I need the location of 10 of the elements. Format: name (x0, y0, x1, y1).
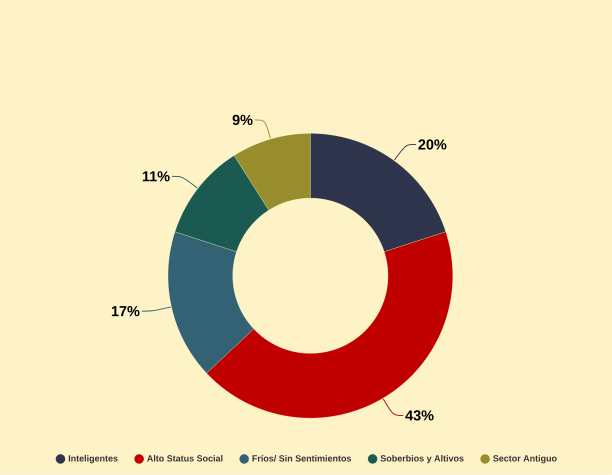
data-label: 11% (142, 171, 170, 182)
data-label: 9% (232, 114, 253, 126)
data-label: 20% (418, 139, 446, 150)
data-label: 43% (405, 410, 434, 421)
legend-label: Alto Status Social (147, 455, 222, 462)
legend-label: Fríos/ Sin Sentimientos (252, 454, 352, 462)
data-label: 17% (112, 306, 140, 316)
legend-label: Sector Antiguo (493, 455, 557, 464)
legend-label: Soberbios y Altivos (380, 455, 464, 464)
legend-label: Inteligentes (68, 455, 118, 464)
